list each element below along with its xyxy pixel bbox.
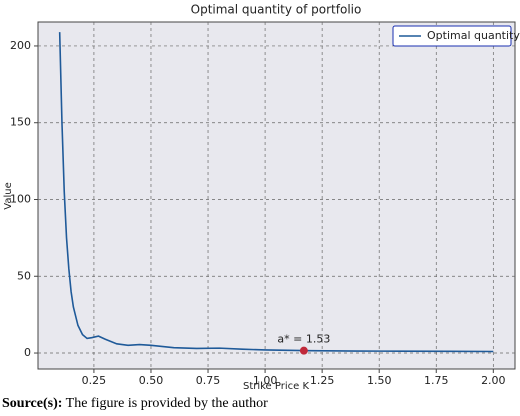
source-text: The figure is provided by the author [65, 396, 268, 411]
x-tick-label: 2.00 [481, 374, 506, 387]
y-tick-label: 0 [24, 346, 31, 359]
x-tick-label: 1.00 [253, 374, 278, 387]
x-tick-label: 0.25 [82, 374, 107, 387]
legend-label: Optimal quantity [427, 29, 520, 42]
chart: Optimal quantity of portfolio Strike Pri… [3, 3, 520, 393]
x-tick-label: 0.50 [139, 374, 164, 387]
x-tick-label: 1.25 [310, 374, 335, 387]
x-axis-label: Strike Price K [243, 381, 309, 392]
plot-area [37, 21, 516, 370]
legend-box [392, 25, 512, 47]
source-label: Source(s): [2, 396, 63, 411]
y-tick-label: 50 [17, 269, 31, 282]
y-tick-label: 150 [10, 116, 31, 129]
source-note: Source(s): The figure is provided by the… [2, 396, 268, 412]
annotation-text: a* = 1.53 [277, 333, 330, 346]
annotation-point [299, 346, 308, 355]
y-tick-label: 100 [10, 192, 31, 205]
x-tick-label: 0.75 [196, 374, 221, 387]
chart-title: Optimal quantity of portfolio [191, 3, 362, 17]
x-tick-label: 1.50 [367, 374, 392, 387]
data-line [58, 32, 494, 353]
x-tick-label: 1.75 [424, 374, 449, 387]
y-tick-label: 200 [10, 39, 31, 52]
y-axis-label: Value [3, 182, 14, 209]
